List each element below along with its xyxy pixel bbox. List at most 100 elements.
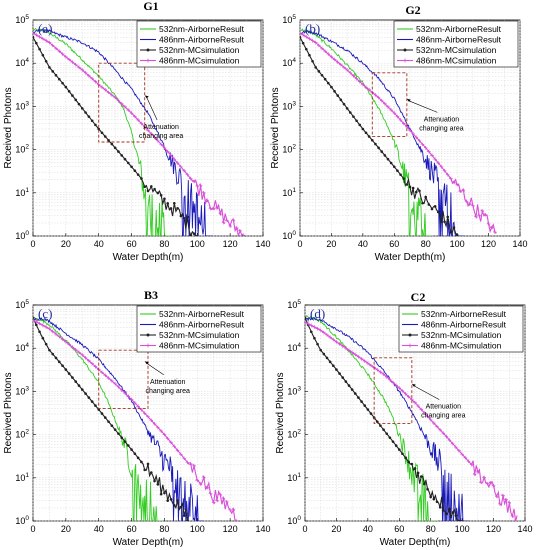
marker: [195, 184, 200, 188]
marker: [211, 500, 216, 505]
x-tick-label: 80: [159, 524, 169, 534]
marker: [208, 491, 213, 496]
y-tick-label: 101: [15, 187, 29, 198]
marker: [238, 228, 242, 233]
series-markers-3: [33, 35, 199, 236]
marker: [362, 359, 367, 363]
marker: [34, 319, 39, 324]
marker: [467, 202, 472, 206]
marker: [369, 363, 373, 368]
marker: [328, 335, 332, 340]
marker: [130, 448, 133, 451]
marker: [461, 188, 466, 192]
marker: [156, 425, 160, 430]
marker: [498, 502, 502, 506]
marker: [423, 146, 428, 150]
y-tick-label: 101: [15, 472, 29, 483]
y-tick-label: 104: [15, 57, 29, 68]
marker: [336, 94, 340, 97]
marker: [404, 456, 407, 460]
y-tick-label: 105: [282, 14, 296, 25]
marker: [482, 475, 486, 480]
marker: [228, 508, 232, 512]
marker: [366, 361, 370, 365]
x-tick-label: 100: [450, 239, 465, 249]
marker: [136, 404, 140, 409]
marker: [356, 354, 361, 359]
marker: [331, 337, 336, 342]
annotation-arrowhead: [406, 98, 411, 102]
marker: [452, 180, 456, 185]
marker: [306, 322, 310, 326]
marker: [419, 475, 423, 478]
marker: [186, 519, 189, 521]
x-tick-label: 140: [255, 524, 270, 534]
marker: [312, 325, 317, 329]
chart-panel-3: 0 20 40 60 80 100 120 140 100 101 102 103 104 105 Wate…: [3, 288, 271, 548]
marker: [322, 330, 326, 335]
marker: [439, 164, 444, 169]
annotation-line-2: changing area: [146, 388, 190, 395]
marker: [432, 497, 436, 501]
legend-label-4: 486nm-MCsimulation: [421, 341, 502, 351]
marker: [34, 41, 38, 45]
marker: [136, 456, 140, 460]
marker: [57, 49, 62, 53]
marker: [410, 462, 414, 466]
marker: [314, 66, 318, 69]
marker: [494, 494, 499, 499]
y-tick-label: 104: [15, 342, 29, 353]
marker: [172, 201, 176, 205]
marker: [94, 404, 97, 407]
x-tick-label: 20: [326, 239, 336, 249]
marker: [172, 157, 177, 161]
marker: [80, 68, 85, 72]
x-tick-label: 140: [512, 239, 527, 249]
marker: [106, 376, 111, 380]
marker: [396, 169, 399, 173]
marker: [375, 420, 379, 423]
legend-label-3: 532nm-MCsimulation: [421, 330, 502, 340]
marker: [407, 460, 411, 464]
marker: [195, 478, 200, 483]
marker: [179, 505, 183, 509]
x-tick-label: 60: [394, 524, 404, 534]
attenuation-box: [373, 357, 413, 425]
series-line-1: [33, 27, 171, 236]
marker: [221, 220, 226, 225]
marker: [401, 452, 404, 456]
marker: [116, 98, 121, 103]
marker: [381, 372, 386, 377]
legend-label-1: 532nm-AirborneResult: [159, 309, 245, 319]
marker: [67, 342, 71, 347]
marker: [411, 131, 415, 136]
y-tick-label: 100: [15, 515, 29, 526]
panel-label: (c): [38, 306, 52, 321]
marker: [354, 76, 359, 81]
marker: [192, 179, 196, 184]
marker: [513, 519, 518, 521]
marker: [179, 214, 183, 218]
chart-title: G2: [405, 3, 420, 17]
marker: [146, 189, 150, 193]
panel-label: (b): [305, 21, 320, 36]
x-tick-label: 0: [30, 239, 35, 249]
marker: [373, 93, 378, 97]
marker: [435, 500, 439, 504]
marker: [34, 323, 38, 327]
marker: [182, 216, 186, 220]
marker: [37, 35, 42, 39]
marker: [87, 396, 91, 399]
legend-box: [393, 20, 519, 68]
annotation-arrowhead: [144, 361, 149, 365]
marker: [41, 336, 45, 340]
marker: [427, 149, 431, 154]
marker: [428, 418, 433, 422]
marker: [77, 384, 81, 387]
marker: [429, 495, 433, 499]
marker: [433, 205, 437, 208]
marker: [451, 511, 455, 514]
marker: [129, 397, 134, 402]
marker: [54, 46, 58, 51]
marker: [379, 424, 382, 427]
